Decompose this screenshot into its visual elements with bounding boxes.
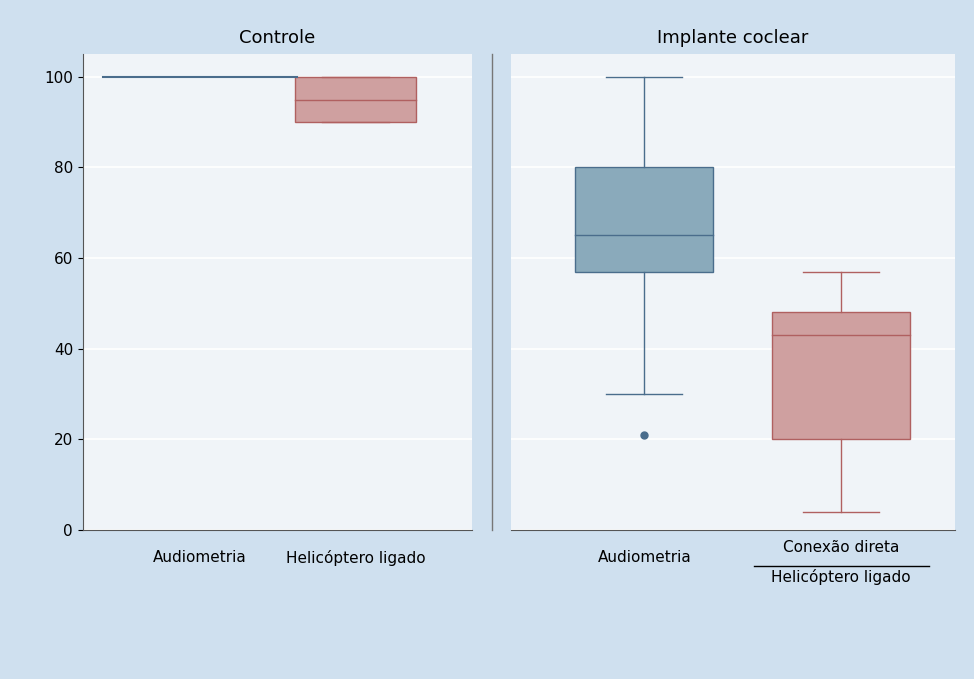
Text: Helicóptero ligado: Helicóptero ligado bbox=[285, 550, 426, 566]
Text: Conexão direta: Conexão direta bbox=[783, 540, 899, 555]
Title: Controle: Controle bbox=[240, 29, 316, 48]
Text: Audiometria: Audiometria bbox=[597, 550, 692, 565]
Bar bbox=[772, 312, 910, 439]
Title: Implante coclear: Implante coclear bbox=[657, 29, 808, 48]
Bar bbox=[295, 77, 416, 122]
Text: Audiometria: Audiometria bbox=[153, 550, 246, 565]
Text: Helicóptero ligado: Helicóptero ligado bbox=[771, 569, 911, 585]
Bar bbox=[576, 168, 713, 272]
